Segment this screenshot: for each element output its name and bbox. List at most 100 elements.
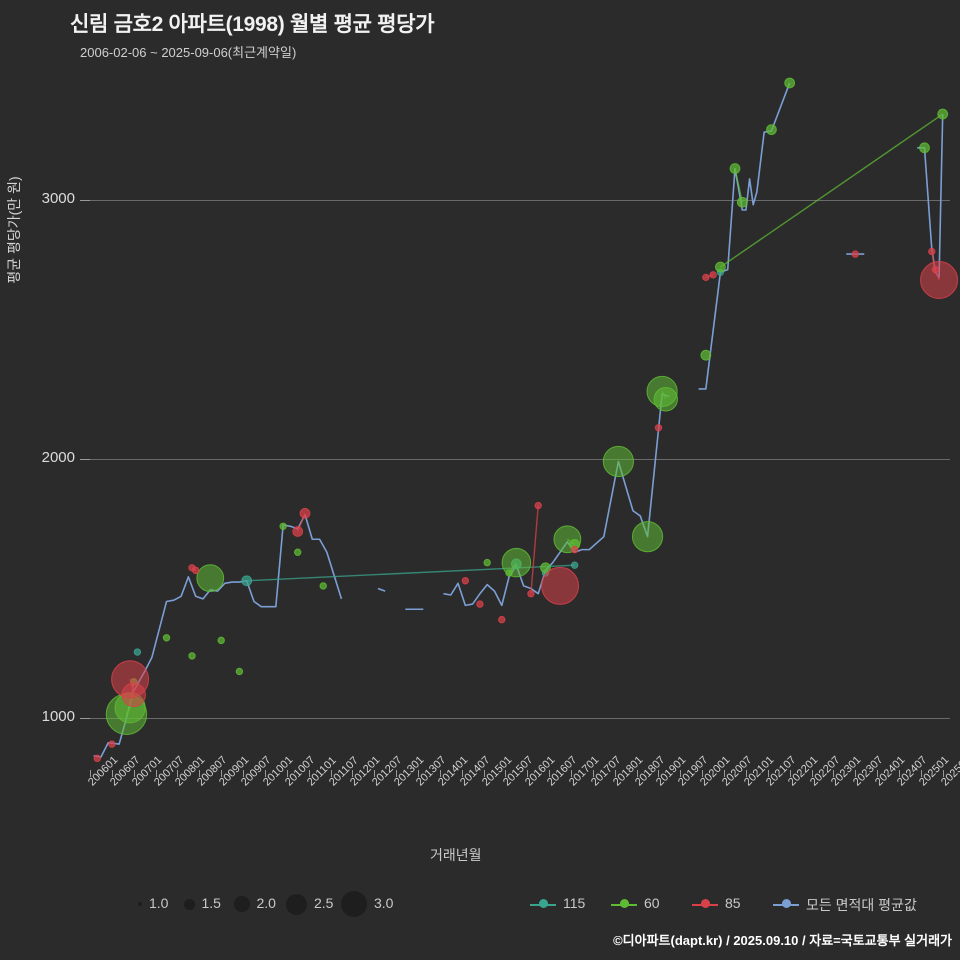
x-tick-mark (592, 770, 594, 777)
legend-size-dot (341, 891, 367, 917)
series-connector (720, 113, 944, 268)
data-point-85[interactable] (121, 682, 146, 708)
legend-size-label: 2.5 (314, 895, 334, 911)
data-point-85[interactable] (851, 250, 859, 258)
series-connector (530, 505, 539, 594)
x-tick-mark (374, 770, 376, 777)
data-point-85[interactable] (498, 615, 506, 624)
data-point-60[interactable] (235, 667, 244, 676)
data-point-60[interactable] (653, 387, 678, 412)
data-point-60[interactable] (188, 652, 196, 660)
data-point-60[interactable] (196, 564, 225, 593)
x-tick-mark (308, 770, 310, 777)
data-point-60[interactable] (784, 77, 796, 89)
legend-size-dot (233, 896, 250, 912)
data-point-85[interactable] (292, 526, 304, 537)
data-point-115[interactable] (241, 575, 253, 587)
x-tick-mark (199, 770, 201, 777)
x-tick-mark (90, 770, 91, 777)
page-title: 신림 금호2 아파트(1998) 월별 평균 평당가 (70, 13, 435, 36)
gridline (90, 199, 950, 201)
x-axis-label: 거래년월 (430, 847, 482, 863)
x-axis-ticks: 200601 200607 200701 200707 200801 200807 2009… (86, 754, 960, 880)
chart-legend[interactable]: 1.0 1.5 2.0 2.5 3.0 115 60 85 모든 면적대 평균값 (130, 890, 950, 920)
data-point-85[interactable] (928, 247, 936, 256)
x-tick-mark (330, 770, 332, 777)
data-point-85[interactable] (920, 261, 959, 299)
x-tick-mark (417, 770, 419, 777)
data-point-60[interactable] (766, 124, 777, 136)
data-point-85[interactable] (527, 590, 535, 598)
x-tick-mark (833, 770, 835, 777)
x-tick-mark (439, 770, 441, 777)
data-point-60[interactable] (319, 582, 327, 590)
x-tick-mark (527, 770, 529, 777)
chart-canvas (93, 77, 959, 763)
data-point-115[interactable] (570, 561, 579, 569)
data-point-60[interactable] (919, 142, 930, 154)
x-tick-mark (898, 770, 900, 777)
data-point-60[interactable] (501, 547, 532, 578)
y-tick-label: 1000 (41, 708, 75, 726)
x-tick-mark (461, 770, 463, 777)
data-point-85[interactable] (534, 501, 542, 510)
plot-area (90, 70, 959, 770)
x-tick-mark (243, 770, 245, 777)
data-point-85[interactable] (93, 754, 101, 763)
data-point-85[interactable] (654, 424, 663, 432)
legend-series-label[interactable]: 60 (644, 895, 660, 911)
data-point-85[interactable] (299, 507, 311, 519)
data-point-60[interactable] (736, 196, 748, 208)
legend-series-label[interactable]: 모든 면적대 평균값 (806, 897, 917, 913)
x-tick-mark (111, 770, 113, 777)
data-point-60[interactable] (294, 548, 302, 556)
legend-size-dot (138, 902, 142, 906)
legend-size-dot (286, 893, 307, 915)
data-point-85[interactable] (709, 271, 717, 279)
data-point-60[interactable] (540, 562, 551, 574)
x-tick-mark (483, 770, 485, 777)
y-tick-mark (80, 199, 90, 201)
x-tick-mark (920, 770, 922, 777)
data-point-60[interactable] (602, 445, 634, 478)
data-point-60[interactable] (279, 522, 287, 530)
data-point-60[interactable] (715, 261, 726, 273)
legend-size-dot (183, 898, 195, 910)
data-point-60[interactable] (483, 558, 491, 567)
x-tick-mark (942, 770, 944, 777)
legend-series-marker (539, 899, 548, 908)
data-point-115[interactable] (133, 648, 142, 656)
gridline (90, 718, 950, 720)
legend-series-label[interactable]: 115 (563, 895, 586, 911)
x-tick-mark (221, 770, 223, 777)
x-tick-mark (133, 770, 135, 777)
x-tick-mark (702, 770, 704, 777)
data-point-60[interactable] (631, 521, 664, 553)
data-point-60[interactable] (700, 349, 712, 361)
data-point-85[interactable] (191, 566, 200, 575)
data-point-85[interactable] (108, 740, 116, 748)
x-tick-mark (549, 770, 551, 777)
x-tick-mark (571, 770, 573, 777)
x-tick-mark (155, 770, 157, 777)
gridline (90, 458, 950, 460)
data-point-85[interactable] (476, 600, 484, 608)
legend-size-label: 2.0 (256, 895, 276, 911)
y-tick-mark (80, 458, 90, 460)
legend-series-label[interactable]: 85 (725, 895, 741, 911)
data-point-85[interactable] (541, 566, 580, 605)
data-point-60[interactable] (162, 634, 171, 642)
x-tick-mark (636, 770, 638, 777)
series-connector (734, 168, 743, 203)
x-tick-mark (396, 770, 398, 777)
data-point-60[interactable] (937, 108, 949, 120)
x-tick-mark (680, 770, 682, 777)
data-point-85[interactable] (702, 273, 710, 282)
data-point-60[interactable] (217, 636, 225, 645)
data-point-60[interactable] (729, 163, 741, 174)
data-point-85[interactable] (461, 577, 470, 585)
x-tick-mark (811, 770, 813, 777)
data-point-85[interactable] (570, 545, 579, 554)
x-tick-mark (177, 770, 179, 777)
